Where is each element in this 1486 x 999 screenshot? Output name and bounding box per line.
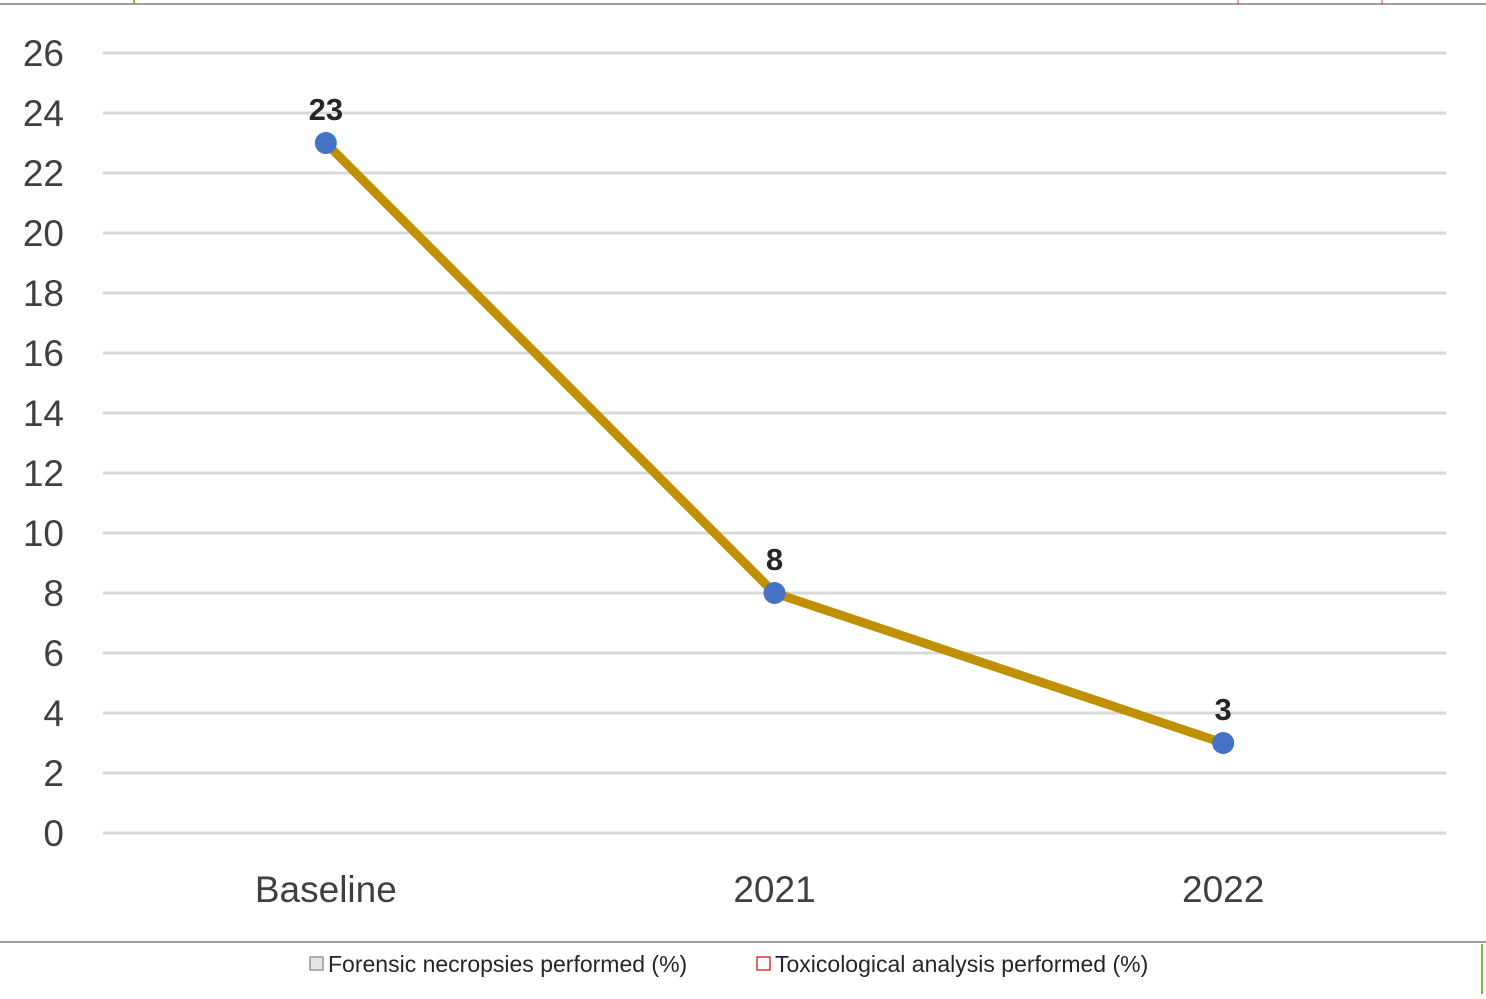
data-label-baseline: 23 [309, 92, 343, 127]
data-label-2022: 3 [1215, 692, 1232, 727]
data-point-baseline [314, 132, 337, 154]
y-tick-label-4: 4 [43, 693, 64, 734]
x-tick-label-2022: 2022 [1182, 869, 1264, 910]
y-tick-label-20: 20 [23, 213, 64, 254]
legend-label-forensic: Forensic necropsies performed (%) [328, 951, 687, 977]
data-point-2022 [1212, 732, 1235, 754]
y-tick-label-8: 8 [43, 573, 64, 614]
x-tick-label-baseline: Baseline [255, 869, 397, 910]
y-tick-label-6: 6 [43, 633, 64, 674]
y-tick-label-12: 12 [23, 453, 64, 494]
y-tick-label-18: 18 [23, 273, 64, 314]
y-tick-label-14: 14 [23, 393, 64, 434]
x-axis-tick-labels: Baseline 2021 2022 [255, 869, 1264, 910]
legend: Forensic necropsies performed (%) Toxico… [309, 951, 1148, 977]
gridlines [103, 51, 1446, 835]
data-labels: 23 8 3 [309, 92, 1232, 727]
y-tick-label-2: 2 [43, 753, 64, 794]
y-tick-label-24: 24 [23, 93, 64, 134]
y-tick-label-22: 22 [23, 153, 64, 194]
y-tick-label-0: 0 [43, 813, 64, 854]
legend-swatch-toxicological [756, 956, 771, 971]
x-tick-label-2021: 2021 [733, 869, 815, 910]
legend-swatch-forensic [309, 956, 324, 971]
legend-label-toxicological: Toxicological analysis performed (%) [775, 951, 1148, 977]
y-tick-label-16: 16 [23, 333, 64, 374]
y-tick-label-26: 26 [23, 33, 64, 74]
y-tick-label-10: 10 [23, 513, 64, 554]
series-group [314, 132, 1235, 754]
data-point-2021 [763, 582, 786, 604]
data-label-2021: 8 [766, 542, 783, 577]
